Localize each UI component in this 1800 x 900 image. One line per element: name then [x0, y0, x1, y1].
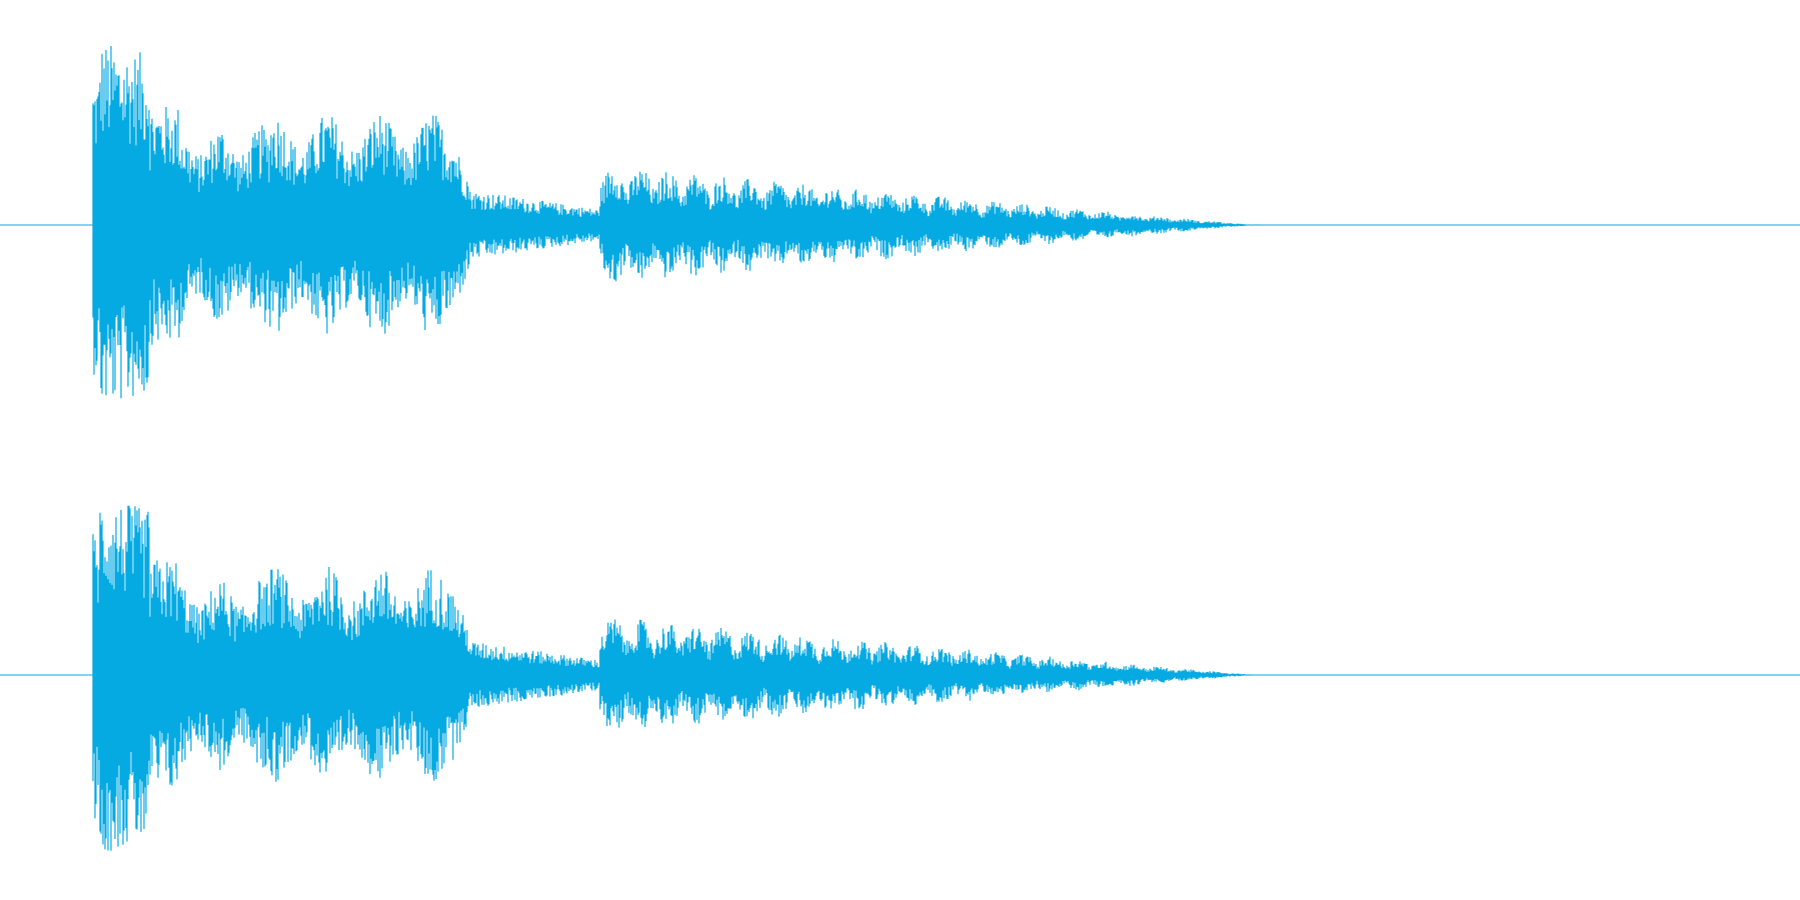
waveform-channel-1	[0, 46, 1800, 399]
channel-2-waveform	[92, 505, 1268, 851]
waveform-channel-2	[0, 505, 1800, 851]
channel-1-waveform	[92, 46, 1270, 399]
